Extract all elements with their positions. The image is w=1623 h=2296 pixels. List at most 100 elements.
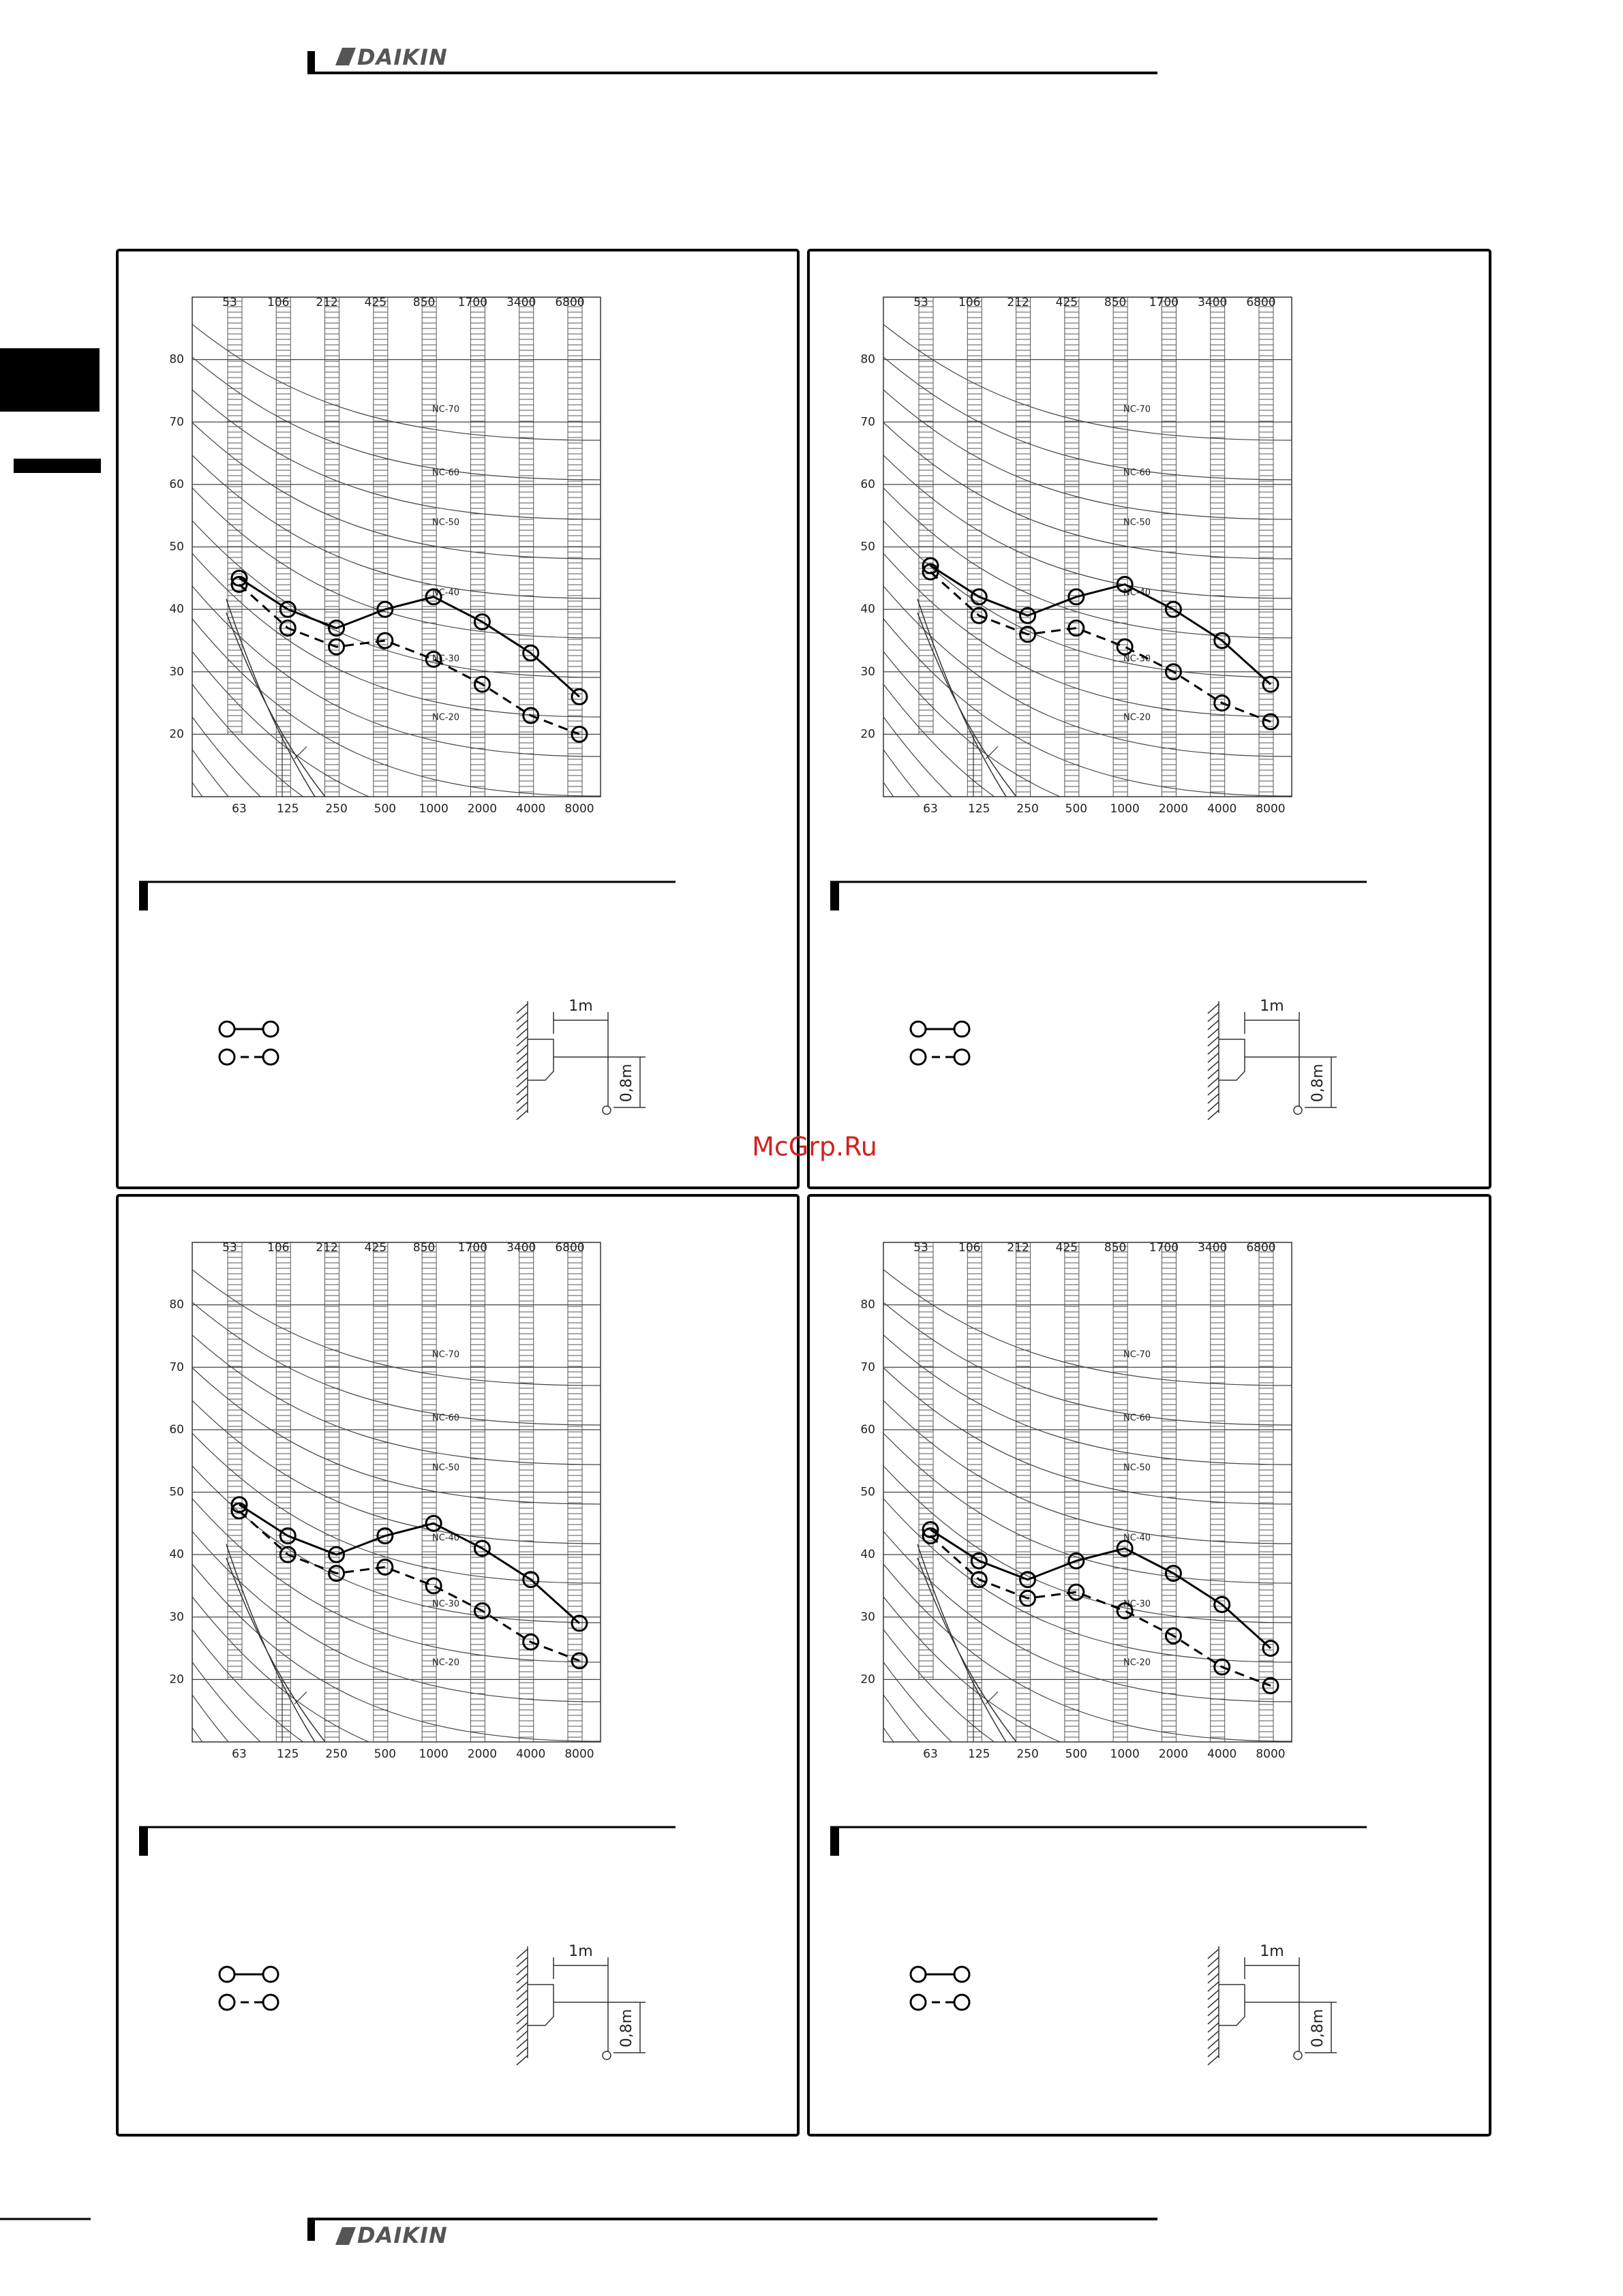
nc-curve bbox=[883, 455, 1292, 599]
footer-mark bbox=[307, 2219, 315, 2241]
nc-curve bbox=[883, 520, 1292, 678]
x-tick-label: 500 bbox=[374, 1747, 396, 1761]
data-point bbox=[376, 1558, 394, 1576]
legend-marker bbox=[262, 1020, 279, 1038]
legend-marker bbox=[953, 1020, 971, 1038]
x-tick-label: 63 bbox=[232, 802, 247, 816]
band-label: 6800 bbox=[555, 296, 584, 309]
leader-line bbox=[985, 1691, 999, 1704]
y-tick-label: 50 bbox=[860, 540, 875, 554]
wall bbox=[516, 1946, 528, 2066]
data-point bbox=[1262, 1677, 1279, 1695]
x-tick-label: 125 bbox=[968, 1747, 990, 1761]
nc-label: NC-70 bbox=[1123, 405, 1151, 415]
nc-curve bbox=[883, 815, 1292, 1033]
data-point bbox=[230, 1502, 248, 1520]
x-tick-label: 2000 bbox=[1159, 802, 1188, 816]
nc-curve bbox=[192, 455, 601, 599]
dimension-line bbox=[553, 1012, 646, 1110]
data-point bbox=[922, 1527, 939, 1545]
legend-marker bbox=[218, 1993, 236, 2011]
mic-point bbox=[1293, 1105, 1303, 1115]
dimension-line bbox=[1244, 1957, 1337, 2055]
band-label: 850 bbox=[1104, 296, 1126, 309]
data-point bbox=[425, 588, 442, 606]
nc-curve bbox=[192, 684, 304, 797]
band-label: 106 bbox=[267, 1241, 289, 1255]
footer-logo: DAIKIN bbox=[357, 2222, 448, 2248]
plot-area bbox=[883, 297, 1292, 1033]
x-tick-label: 125 bbox=[277, 1747, 299, 1761]
y-tick-label: 70 bbox=[860, 415, 875, 429]
data-point bbox=[1213, 1595, 1231, 1613]
nc-label: NC-40 bbox=[432, 1533, 459, 1544]
data-point bbox=[1213, 632, 1231, 649]
data-point bbox=[328, 638, 346, 656]
x-tick-label: 8000 bbox=[1256, 1747, 1285, 1761]
data-point bbox=[571, 688, 588, 705]
nc-label: NC-20 bbox=[432, 1658, 459, 1668]
nc-curve bbox=[883, 651, 1061, 797]
dimension-label: 1m bbox=[568, 1943, 592, 1960]
band-label: 1700 bbox=[458, 1241, 487, 1255]
data-point bbox=[522, 644, 540, 662]
logo-icon bbox=[335, 2227, 356, 2245]
ladder-column bbox=[918, 297, 934, 735]
x-tick-label: 1000 bbox=[1110, 1747, 1140, 1761]
wall bbox=[1207, 1001, 1219, 1120]
x-tick-label: 8000 bbox=[564, 1747, 594, 1761]
nc-curve bbox=[192, 324, 601, 441]
nc-label: NC-50 bbox=[1123, 1463, 1151, 1473]
dimension-line bbox=[553, 1957, 646, 2055]
data-point bbox=[522, 707, 540, 724]
side-bar bbox=[14, 459, 101, 473]
band-label: 53 bbox=[913, 296, 928, 309]
band-label: 3400 bbox=[506, 296, 536, 309]
panel-frame bbox=[807, 1194, 1491, 2137]
data-point bbox=[473, 613, 491, 630]
nc-curve bbox=[192, 1302, 601, 1426]
ladder-column bbox=[227, 297, 243, 735]
data-point bbox=[279, 619, 297, 637]
nc-label: NC-70 bbox=[1123, 1350, 1151, 1360]
data-point bbox=[571, 1614, 588, 1632]
nc-curve bbox=[192, 487, 601, 639]
band-label: 212 bbox=[1007, 1241, 1029, 1255]
series-line bbox=[929, 571, 1271, 723]
nc-curve bbox=[192, 1596, 370, 1742]
data-point bbox=[522, 1571, 540, 1589]
nc-curve bbox=[192, 585, 601, 757]
nc-curve bbox=[192, 422, 601, 560]
panel-frame bbox=[116, 249, 800, 1189]
x-tick-label: 1000 bbox=[419, 802, 449, 816]
y-tick-label: 30 bbox=[860, 1610, 875, 1624]
panel-frame bbox=[116, 1194, 800, 2137]
band-label: 1700 bbox=[1149, 296, 1179, 309]
y-tick-label: 50 bbox=[169, 540, 184, 554]
series-line bbox=[239, 577, 581, 698]
x-tick-label: 125 bbox=[277, 802, 299, 816]
x-tick-label: 1000 bbox=[1110, 802, 1140, 816]
x-tick-label: 500 bbox=[374, 802, 396, 816]
y-tick-label: 20 bbox=[860, 1672, 875, 1686]
x-tick-label: 2000 bbox=[468, 802, 497, 816]
nc-curve bbox=[883, 1302, 1292, 1426]
band-label: 6800 bbox=[1246, 1241, 1275, 1255]
legend-marker bbox=[953, 1993, 971, 2011]
y-tick-label: 60 bbox=[860, 1423, 875, 1437]
nc-curve bbox=[883, 1563, 1292, 1742]
nc-curve bbox=[883, 1269, 1292, 1386]
nc-curve bbox=[192, 618, 601, 797]
nc-curve bbox=[883, 422, 1292, 560]
nc-curve bbox=[192, 1563, 601, 1742]
x-tick-label: 250 bbox=[1016, 802, 1038, 816]
data-point bbox=[970, 1552, 988, 1570]
nc-curve bbox=[192, 553, 601, 718]
mic-point bbox=[1293, 2051, 1303, 2060]
nc-curve bbox=[192, 520, 601, 678]
data-point bbox=[1164, 663, 1182, 681]
ladder-column bbox=[918, 1242, 934, 1680]
data-point bbox=[279, 1546, 297, 1563]
data-point bbox=[425, 650, 442, 668]
